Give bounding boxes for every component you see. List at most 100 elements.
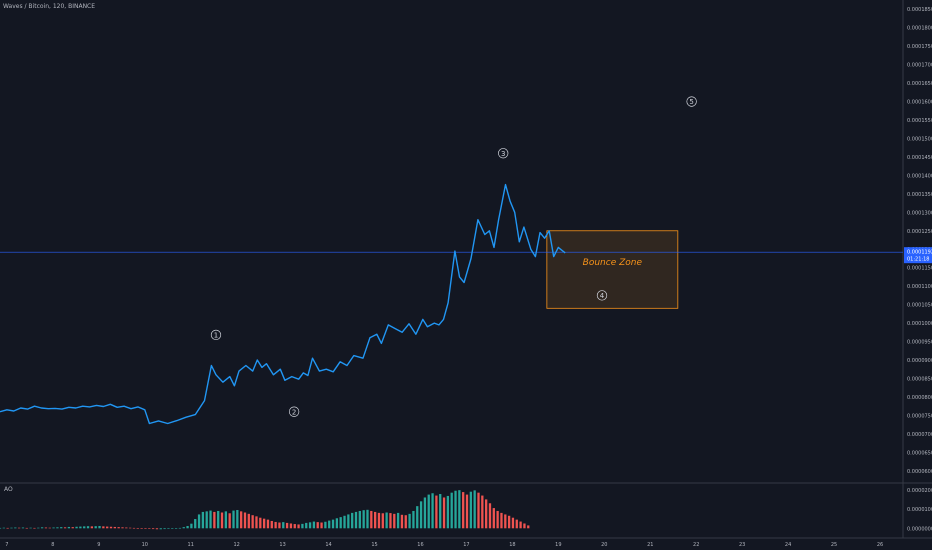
ao-bar [228,513,231,529]
ao-bar [102,526,105,529]
price-tick-label: 0.0001850 [907,7,932,13]
ao-bar [381,513,384,529]
ao-bar [343,515,346,529]
wave-label-number: 1 [214,331,218,339]
ao-bar [366,509,369,529]
ao-bar [262,518,266,529]
ao-bar [400,514,404,529]
time-tick-label: 21 [647,542,653,548]
price-tick-label: 0.0001700 [907,63,932,69]
price-tick-label: 0.0001400 [907,173,932,179]
price-tick-label: 0.0001150 [907,266,932,272]
last-price-value: 0.0001192 [907,250,932,256]
ao-bar [435,495,438,529]
ao-bar [167,528,170,529]
wave-label-circle [686,96,697,107]
ao-bar [25,527,28,529]
time-tick-label: 24 [785,542,791,548]
ao-tick-label: 0.0000000 [907,526,932,532]
price-tick-label: 0.0001100 [907,284,932,290]
ao-bar [220,512,224,529]
ao-bar [373,511,377,529]
ao-bar [144,528,147,529]
price-axis: 0.0001850 0.0001800 0.0001750 0.0001700 0.00… [907,7,932,475]
price-tick-label: 0.0001050 [907,303,932,309]
ao-bar [83,526,86,529]
price-series [0,183,566,425]
ao-bar [301,523,304,529]
wave-label-number: 5 [689,98,693,106]
ao-bar [190,523,193,529]
wave-label-2: 2 [288,406,300,417]
time-tick-label: 22 [693,542,699,548]
time-tick-label: 10 [142,542,148,548]
ao-bar [370,510,373,529]
ao-bar [140,528,143,529]
ao-bar [33,527,36,529]
wave-label-4: 4 [596,290,608,301]
ao-bar [98,525,101,529]
wave-label-number: 2 [292,408,296,416]
ao-bar [205,511,208,529]
ao-bar [0,527,2,529]
ao-bar [90,526,94,529]
time-tick-label: 19 [555,542,561,548]
ao-bar [2,527,5,529]
ao-bar [328,520,331,529]
ao-bar [458,490,461,529]
ao-bar [86,526,90,529]
ao-bar [29,527,32,529]
ao-bar [305,522,308,529]
ao-bar [485,499,488,529]
wave-labels: 1 2 3 4 5 [210,96,697,417]
ao-bar [186,525,189,529]
bounce-zone-box [546,230,679,309]
ao-bar [52,527,55,529]
price-tick-label: 0.0001650 [907,81,932,87]
ao-bar [519,521,522,529]
wave-label-circle [596,290,608,301]
ao-bar [132,527,136,529]
time-tick-label: 14 [325,542,331,548]
price-tick-label: 0.0001250 [907,229,932,235]
ao-bar [362,510,365,529]
ao-bar [396,512,400,529]
ao-bar [331,519,335,529]
time-tick-label: 16 [417,542,423,548]
ao-bar [56,527,59,529]
ao-bar [106,526,109,529]
time-tick-label: 11 [188,542,194,548]
ao-bar [285,522,289,529]
wave-label-3: 3 [498,148,509,159]
ao-bar [316,522,319,529]
ao-bar [511,517,515,529]
ao-bar [423,497,427,529]
ao-bar [151,528,155,530]
time-tick-label: 18 [509,542,515,548]
time-axis: 7 8 9 10 11 12 13 14 15 16 17 18 19 20 21 22 23 24 25 26 [5,542,883,548]
time-tick-label: 20 [601,542,607,548]
wave-label-circle [288,406,300,417]
ao-bar [477,492,480,529]
ao-bar [201,511,205,529]
ao-bar [240,511,243,529]
ao-bar [446,495,450,529]
ao-bar [6,527,9,529]
ao-bar [465,494,469,529]
ao-bar [496,510,499,529]
time-tick-label: 23 [739,542,745,548]
price-tick-label: 0.0001300 [907,210,932,216]
ao-bar [67,526,71,529]
price-tick-label: 0.0000900 [907,358,932,364]
ao-bar [527,525,530,529]
ao-bar [174,528,178,529]
price-tick-label: 0.0000700 [907,432,932,438]
ao-bar [278,522,281,529]
ao-bar [194,519,197,529]
ao-bar [159,528,162,530]
ao-bar [243,512,247,529]
price-tick-label: 0.0000650 [907,450,932,456]
